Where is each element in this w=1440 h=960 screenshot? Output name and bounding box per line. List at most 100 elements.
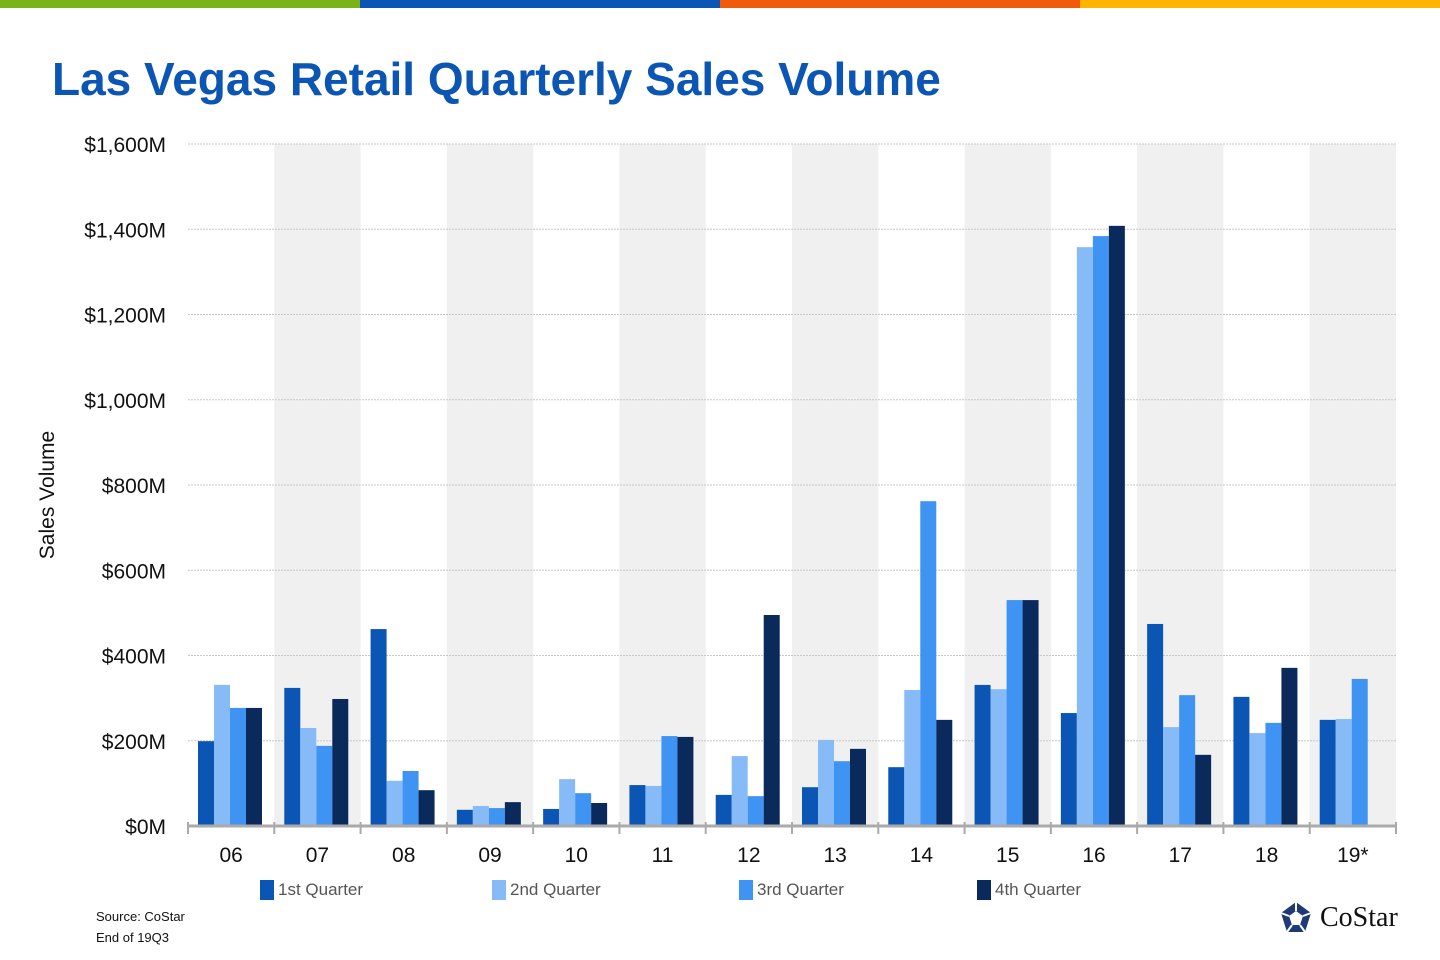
x-tick-label: 09 bbox=[478, 844, 501, 867]
bar-15-q3 bbox=[1006, 600, 1023, 826]
bar-10-q1 bbox=[543, 808, 560, 826]
bar-08-q1 bbox=[370, 629, 387, 826]
legend-label: 1st Quarter bbox=[278, 880, 364, 899]
bar-16-q2 bbox=[1076, 247, 1093, 827]
bar-11-q3 bbox=[661, 736, 678, 826]
costar-wordmark: CoStar bbox=[1320, 902, 1398, 933]
x-tick-label: 12 bbox=[737, 844, 760, 867]
bar-09-q4 bbox=[504, 802, 521, 826]
bar-06-q1 bbox=[198, 741, 214, 826]
bar-17-q1 bbox=[1147, 623, 1164, 826]
bar-14-q4 bbox=[936, 719, 953, 826]
costar-star-icon bbox=[1280, 902, 1312, 933]
bar-12-q4 bbox=[763, 615, 780, 826]
bar-07-q1 bbox=[284, 687, 301, 826]
bar-18-q4 bbox=[1281, 667, 1298, 826]
bar-08-q3 bbox=[402, 771, 419, 826]
bar-14-q1 bbox=[888, 767, 905, 826]
bar-07-q3 bbox=[316, 745, 333, 826]
stripe-orange bbox=[720, 0, 1080, 8]
y-tick-label: $200M bbox=[102, 731, 166, 754]
bar-09-q2 bbox=[472, 805, 489, 826]
bar-14-q2 bbox=[904, 690, 921, 826]
costar-logo: CoStar bbox=[1278, 900, 1398, 936]
bar-11-q1 bbox=[629, 785, 646, 826]
legend-label: 2nd Quarter bbox=[510, 880, 601, 899]
bar-13-q1 bbox=[802, 787, 818, 826]
bar-09-q3 bbox=[488, 808, 505, 826]
x-tick-label: 18 bbox=[1255, 844, 1278, 867]
y-axis-label: Sales Volume bbox=[36, 431, 59, 559]
legend-swatch bbox=[260, 880, 274, 900]
bar-18-q2 bbox=[1249, 733, 1266, 826]
bar-12-q3 bbox=[747, 796, 764, 826]
x-tick-label: 07 bbox=[306, 844, 329, 867]
y-tick-label: $800M bbox=[102, 475, 166, 498]
bar-10-q3 bbox=[575, 793, 592, 826]
x-tick-label: 10 bbox=[565, 844, 588, 867]
bar-12-q1 bbox=[715, 794, 732, 826]
bar-13-q3 bbox=[834, 761, 850, 826]
y-tick-label: $400M bbox=[102, 646, 166, 669]
bar-16-q1 bbox=[1060, 713, 1077, 826]
bar-10-q2 bbox=[559, 779, 576, 826]
x-tick-label: 17 bbox=[1169, 844, 1192, 867]
bar-09-q1 bbox=[456, 809, 473, 826]
bar-06-q4 bbox=[246, 707, 262, 826]
stripe-green bbox=[0, 0, 360, 8]
bar-15-q1 bbox=[974, 684, 991, 826]
page-title: Las Vegas Retail Quarterly Sales Volume bbox=[52, 53, 941, 105]
legend-item: 4th Quarter bbox=[977, 880, 1081, 900]
bar-15-q4 bbox=[1022, 600, 1039, 826]
bar-12-q2 bbox=[731, 756, 748, 826]
bar-19*-q1 bbox=[1319, 719, 1336, 826]
bar-17-q2 bbox=[1163, 727, 1180, 826]
y-tick-label: $600M bbox=[102, 560, 166, 583]
bar-16-q3 bbox=[1092, 236, 1109, 826]
bar-07-q2 bbox=[300, 727, 317, 826]
bar-07-q4 bbox=[332, 698, 349, 826]
legend-item: 3rd Quarter bbox=[739, 880, 844, 900]
legend-item: 2nd Quarter bbox=[492, 880, 601, 900]
bar-13-q2 bbox=[818, 739, 834, 826]
x-tick-label: 19* bbox=[1337, 844, 1369, 867]
y-tick-label: $1,200M bbox=[84, 305, 166, 328]
stripe-yellow bbox=[1080, 0, 1440, 8]
y-tick-label: $0M bbox=[125, 816, 166, 839]
bar-17-q4 bbox=[1195, 754, 1212, 826]
y-tick-label: $1,600M bbox=[84, 134, 166, 157]
x-tick-label: 06 bbox=[219, 844, 242, 867]
bar-11-q2 bbox=[645, 785, 662, 826]
x-tick-label: 14 bbox=[910, 844, 934, 867]
bar-19*-q3 bbox=[1351, 678, 1368, 826]
bar-18-q1 bbox=[1233, 696, 1250, 826]
x-tick-label: 16 bbox=[1082, 844, 1105, 867]
bar-08-q2 bbox=[386, 780, 403, 826]
bar-06-q2 bbox=[214, 684, 230, 826]
x-tick-label: 08 bbox=[392, 844, 415, 867]
legend-swatch bbox=[739, 880, 753, 900]
source-note: Source: CoStar bbox=[96, 909, 185, 924]
legend-item: 1st Quarter bbox=[260, 880, 363, 900]
bar-14-q3 bbox=[920, 501, 937, 826]
y-tick-label: $1,400M bbox=[84, 219, 166, 242]
bar-06-q3 bbox=[230, 707, 246, 826]
legend-swatch bbox=[492, 880, 506, 900]
stripe-blue bbox=[360, 0, 720, 8]
bar-15-q2 bbox=[990, 689, 1007, 826]
bar-11-q4 bbox=[677, 736, 694, 826]
bar-19*-q2 bbox=[1335, 719, 1352, 826]
legend-label: 3rd Quarter bbox=[757, 880, 844, 899]
y-tick-label: $1,000M bbox=[84, 390, 166, 413]
x-tick-label: 15 bbox=[996, 844, 1019, 867]
x-tick-label: 11 bbox=[652, 844, 674, 867]
date-note: End of 19Q3 bbox=[96, 930, 169, 945]
bar-10-q4 bbox=[591, 802, 608, 826]
bar-08-q4 bbox=[418, 790, 435, 826]
x-tick-label: 13 bbox=[823, 844, 846, 867]
bar-16-q4 bbox=[1108, 225, 1125, 827]
legend-label: 4th Quarter bbox=[995, 880, 1081, 899]
bar-18-q3 bbox=[1265, 722, 1282, 826]
legend-swatch bbox=[977, 880, 991, 900]
